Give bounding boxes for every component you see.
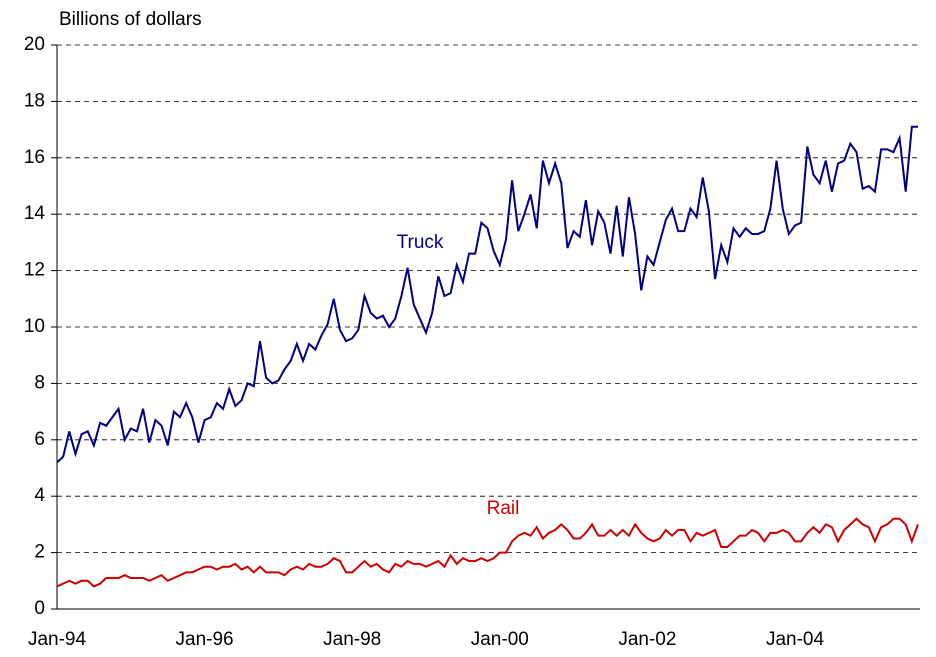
y-tick-label: 8 [34,372,45,393]
y-tick-label: 20 [24,34,45,55]
y-tick-label: 4 [34,485,45,506]
series-line [56,517,919,588]
series-label: Truck [397,232,444,253]
x-tick-label: Jan-96 [176,629,234,650]
y-tick-label: 10 [24,316,45,337]
y-tick-label: 18 [24,90,45,111]
y-tick-label: 0 [34,598,45,619]
y-tick-label: 6 [34,429,45,450]
y-axis-title: Billions of dollars [59,9,202,30]
x-tick-label: Jan-02 [618,629,676,650]
x-tick-label: Jan-98 [323,629,381,650]
x-tick-label: Jan-04 [766,629,825,650]
y-tick-label: 14 [24,203,46,224]
x-tick-label: Jan-94 [28,629,87,650]
series-label: Rail [487,498,520,519]
x-tick-label: Jan-00 [471,629,529,650]
y-tick-label: 2 [34,542,45,563]
y-tick-label: 12 [24,260,45,281]
y-tick-label: 16 [24,147,45,168]
series-line [56,125,918,464]
